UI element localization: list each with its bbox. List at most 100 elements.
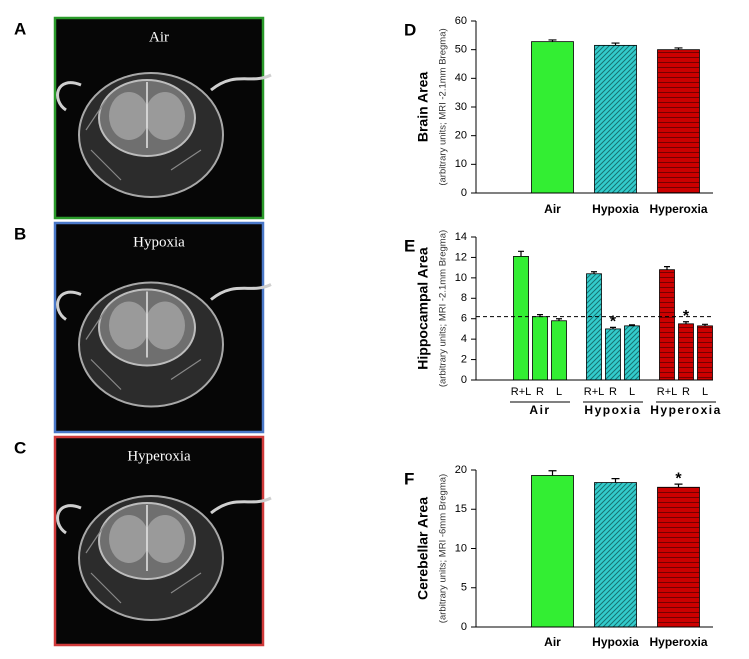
bar [605, 328, 621, 381]
error-bar [629, 324, 635, 326]
bar [659, 269, 675, 381]
mri-panel [53, 435, 272, 647]
error-bar [683, 321, 689, 324]
mri-hemisphere [145, 301, 185, 350]
x-tick-label: L [556, 386, 562, 398]
panel-letter: D [404, 20, 416, 39]
bar [594, 482, 637, 628]
x-tick-label: R [682, 386, 690, 398]
x-tick-label: Hypoxia [592, 635, 639, 649]
y-tick-label: 30 [455, 101, 467, 113]
y-tick-label: 6 [461, 313, 467, 325]
group-label: Hypoxia [584, 403, 641, 417]
y-tick-label: 15 [455, 503, 467, 515]
panel-letter: B [14, 224, 26, 243]
error-bar [591, 271, 597, 274]
y-axis-title: Hippocampal Area [415, 247, 431, 370]
mri-tissue [56, 283, 272, 321]
y-tick-label: 2 [461, 353, 467, 365]
x-tick-label: Hyperoxia [649, 635, 707, 649]
x-tick-label: Air [544, 202, 561, 216]
y-tick-label: 10 [455, 272, 467, 284]
y-tick-label: 12 [455, 251, 467, 263]
x-tick-label: R [536, 386, 544, 398]
mri-cracks [85, 309, 202, 390]
mri-tissue [56, 496, 272, 535]
mri-panel [53, 221, 272, 434]
group-label: Hyperoxia [650, 403, 722, 417]
bar [594, 44, 637, 194]
panel-letter: A [14, 19, 26, 38]
bar [551, 320, 567, 381]
mri-hemisphere [109, 515, 149, 563]
mri-tissue [56, 73, 272, 112]
group-label: Air [529, 403, 550, 417]
bar [678, 323, 694, 381]
bar [586, 273, 602, 381]
y-tick-label: 10 [455, 542, 467, 554]
x-tick-label: R+L [584, 386, 605, 398]
x-tick-label: R+L [657, 386, 678, 398]
y-tick-label: 50 [455, 44, 467, 56]
y-tick-label: 0 [461, 621, 467, 633]
y-axis-note: (arbitrary units; MRI -6mm Bregma) [438, 474, 449, 623]
error-bar [702, 323, 708, 326]
error-bar [556, 318, 562, 321]
error-bar [548, 39, 557, 42]
bar [657, 49, 700, 194]
mri-cracks [85, 522, 202, 604]
y-tick-label: 4 [461, 333, 467, 345]
mri-cracks [85, 99, 202, 181]
bar [697, 325, 713, 381]
y-axis-note: (arbitrary units; MRI -2.1mm Bregma) [438, 230, 449, 387]
error-bar [611, 42, 620, 46]
error-bar [664, 266, 670, 270]
x-tick-label: L [702, 386, 708, 398]
error-bar [518, 250, 524, 257]
x-tick-label: R [609, 386, 617, 398]
error-bar [548, 470, 557, 476]
error-bar [674, 483, 683, 488]
x-tick-label: R+L [511, 386, 532, 398]
y-tick-label: 0 [461, 187, 467, 199]
x-tick-label: Hypoxia [592, 202, 639, 216]
mri-hemisphere [145, 92, 185, 140]
bar [513, 256, 529, 381]
significance-mark: * [610, 314, 617, 331]
error-bar [610, 326, 616, 329]
error-bar [674, 47, 683, 50]
y-axis-title: Brain Area [415, 72, 431, 143]
panel-letter: F [404, 469, 414, 488]
panel-letter: C [14, 438, 26, 457]
bar [624, 325, 640, 381]
mri-hemisphere [145, 515, 185, 563]
bar [657, 486, 700, 628]
image-label: Hyperoxia [127, 448, 191, 464]
image-label: Air [149, 29, 169, 45]
bar [531, 475, 574, 628]
y-tick-label: 20 [455, 130, 467, 142]
x-tick-label: L [629, 386, 635, 398]
significance-mark: * [675, 470, 682, 487]
error-bar [611, 478, 620, 483]
mri-hemisphere [109, 92, 149, 140]
bar [531, 41, 574, 194]
y-tick-label: 5 [461, 582, 467, 594]
y-tick-label: 40 [455, 72, 467, 84]
y-tick-label: 20 [455, 464, 467, 476]
bar [532, 316, 548, 381]
x-tick-label: Air [544, 635, 561, 649]
mri-hemisphere [109, 301, 149, 350]
mri-panel [53, 16, 272, 220]
x-tick-label: Hyperoxia [649, 202, 707, 216]
image-label: Hypoxia [133, 234, 185, 250]
y-axis-note: (arbitrary units; MRI -2.1mm Bregma) [438, 28, 449, 185]
y-tick-label: 10 [455, 158, 467, 170]
panel-letter: E [404, 236, 415, 255]
y-tick-label: 8 [461, 292, 467, 304]
y-axis-title: Cerebellar Area [415, 497, 431, 600]
y-tick-label: 60 [455, 15, 467, 27]
y-tick-label: 14 [455, 231, 467, 243]
y-tick-label: 0 [461, 374, 467, 386]
